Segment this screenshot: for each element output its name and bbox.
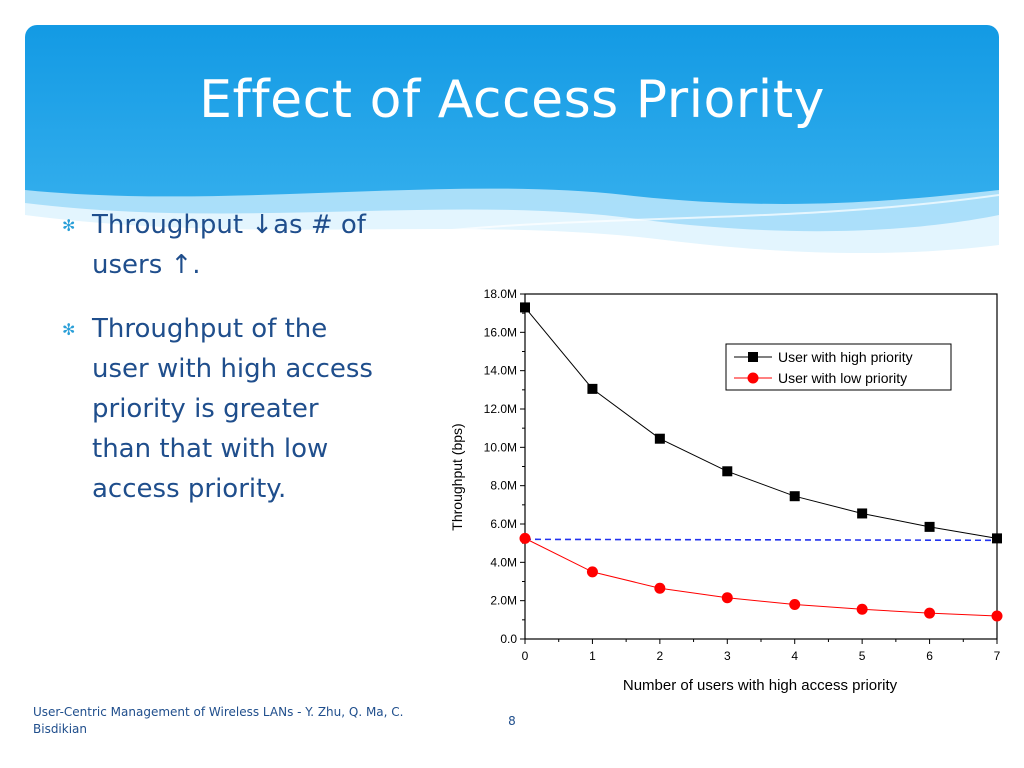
legend-square-marker <box>748 352 758 362</box>
series-line-0 <box>524 307 998 539</box>
data-point-low-priority <box>856 603 868 615</box>
data-point-low-priority <box>991 610 1003 622</box>
data-point-high-priority <box>992 533 1002 544</box>
data-point-low-priority <box>721 592 733 604</box>
x-axis-label: Number of users with high access priorit… <box>623 677 898 694</box>
series-line-1 <box>524 537 998 617</box>
bullet-item: ✻ Throughput of the user with high acces… <box>62 309 382 509</box>
x-tick-label: 1 <box>589 649 596 663</box>
x-tick-label: 4 <box>791 649 798 663</box>
footer-citation: User-Centric Management of Wireless LANs… <box>33 705 404 736</box>
data-point-high-priority <box>722 466 733 477</box>
x-tick-label: 6 <box>926 649 933 663</box>
y-tick-label: 0.0 <box>500 632 517 646</box>
reference-dashed-line <box>524 538 998 542</box>
data-point-low-priority <box>519 532 531 544</box>
legend-circle-marker <box>747 372 759 384</box>
x-tick-label: 0 <box>522 649 529 663</box>
y-tick-label: 10.0M <box>484 440 517 454</box>
data-point-high-priority <box>924 521 935 532</box>
page-number: 8 <box>508 714 516 728</box>
x-tick-label: 5 <box>859 649 866 663</box>
y-tick-label: 6.0M <box>490 517 517 531</box>
data-point-high-priority <box>520 302 530 313</box>
throughput-chart: 0.0 2.0M 4.0M 6.0M 8.0M 10.0M 12.0M 14.0M 16.0M 1… <box>449 287 1003 694</box>
bullet-text: Throughput ↓as # of users ↑. <box>92 210 366 280</box>
bullet-item: ✻ Throughput ↓as # of users ↑. <box>62 205 382 285</box>
y-tick-label: 8.0M <box>490 479 517 493</box>
data-point-low-priority <box>924 607 936 619</box>
y-tick-label: 14.0M <box>484 364 517 378</box>
data-point-high-priority <box>789 491 800 502</box>
data-point-high-priority <box>857 508 868 519</box>
data-point-low-priority <box>789 599 801 610</box>
legend-label: User with low priority <box>778 370 907 386</box>
x-tick-label: 2 <box>657 649 664 663</box>
y-tick-label: 4.0M <box>490 555 517 569</box>
legend: User with high priority User with low pri… <box>725 343 952 391</box>
asterisk-bullet-icon: ✻ <box>62 320 76 339</box>
legend-box <box>725 343 952 391</box>
header-banner <box>25 25 999 280</box>
y-tick-label: 16.0M <box>484 325 517 339</box>
y-tick-label: 12.0M <box>484 402 517 416</box>
plot-area: 0.0 2.0M 4.0M 6.0M 8.0M 10.0M 12.0M 14.0M 16.0M 1… <box>484 287 1003 663</box>
asterisk-bullet-icon: ✻ <box>62 216 76 235</box>
y-tick-label: 2.0M <box>490 594 517 608</box>
data-point-high-priority <box>587 383 598 394</box>
bullet-list: ✻ Throughput ↓as # of users ↑. ✻ Through… <box>62 205 382 533</box>
slide-title: Effect of Access Priority <box>199 70 825 130</box>
y-tick-label: 18.0M <box>484 287 517 301</box>
bullet-text: Throughput of the user with high access … <box>92 314 373 504</box>
y-axis-label: Throughput (bps) <box>449 423 465 530</box>
data-point-high-priority <box>654 433 665 444</box>
data-point-low-priority <box>586 566 598 578</box>
legend-label: User with high priority <box>778 349 913 365</box>
data-point-low-priority <box>654 582 666 594</box>
x-tick-label: 3 <box>724 649 731 663</box>
x-tick-label: 7 <box>994 649 1001 663</box>
